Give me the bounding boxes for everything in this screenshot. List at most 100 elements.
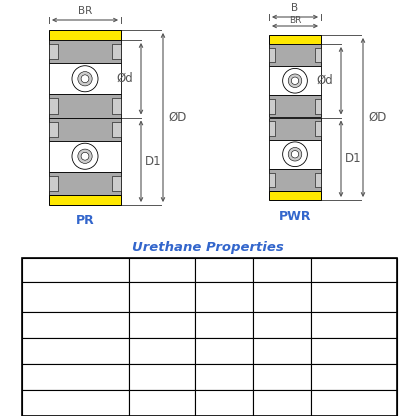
Text: B: B: [292, 3, 299, 13]
Bar: [129, 364, 195, 390]
Bar: [22, 364, 129, 390]
Bar: [311, 258, 397, 282]
Bar: [129, 390, 195, 416]
Bar: [269, 173, 275, 187]
Text: Elastic
Repulsion %: Elastic Repulsion %: [47, 393, 103, 413]
Bar: [269, 139, 321, 169]
Bar: [269, 35, 321, 44]
Text: Polyether: Polyether: [226, 265, 279, 275]
Bar: [112, 44, 121, 59]
Text: HS90: HS90: [268, 292, 295, 302]
Bar: [195, 390, 253, 416]
Text: D1: D1: [145, 155, 162, 168]
Bar: [311, 312, 397, 338]
Bar: [49, 30, 121, 40]
Bar: [22, 282, 129, 312]
Bar: [49, 117, 121, 141]
Text: PR: PR: [76, 215, 94, 228]
Circle shape: [288, 74, 302, 87]
Bar: [129, 338, 195, 364]
Text: D1: D1: [345, 152, 362, 165]
Bar: [311, 338, 397, 364]
Bar: [49, 99, 58, 114]
Text: 50: 50: [347, 398, 360, 408]
Text: 675: 675: [152, 372, 172, 382]
Text: ØD: ØD: [368, 111, 386, 124]
Text: ØD: ØD: [168, 111, 186, 124]
Bar: [49, 176, 58, 191]
Bar: [22, 258, 129, 282]
Bar: [49, 63, 121, 94]
Bar: [311, 390, 397, 416]
Text: 200: 200: [152, 320, 171, 330]
Text: 38: 38: [155, 398, 168, 408]
Circle shape: [282, 68, 307, 93]
Bar: [49, 40, 121, 63]
Text: Urethane Properties: Urethane Properties: [132, 242, 284, 255]
Circle shape: [288, 147, 302, 161]
Bar: [22, 312, 129, 338]
Text: Ød: Ød: [316, 74, 333, 87]
Bar: [315, 99, 321, 114]
Bar: [195, 364, 253, 390]
Circle shape: [81, 152, 89, 160]
Bar: [315, 48, 321, 62]
Text: Adipete: Adipete: [332, 265, 375, 275]
Text: 78: 78: [217, 398, 230, 408]
Bar: [49, 195, 121, 205]
Text: Polyester: Polyester: [136, 265, 188, 275]
Bar: [269, 169, 321, 191]
Text: 238: 238: [214, 320, 233, 330]
Bar: [112, 176, 121, 191]
Bar: [269, 121, 275, 136]
Text: Tear Strength
(kgf/cm): Tear Strength (kgf/cm): [45, 341, 106, 361]
Text: PWR: PWR: [279, 210, 311, 223]
Bar: [49, 94, 121, 117]
Bar: [269, 48, 275, 62]
Text: Elongation %
at normal temp: Elongation % at normal temp: [40, 367, 111, 387]
Text: Properties: Properties: [47, 265, 104, 275]
Bar: [22, 390, 129, 416]
Text: BR: BR: [289, 16, 301, 25]
Bar: [269, 44, 321, 66]
Bar: [269, 117, 321, 139]
Text: HS90: HS90: [340, 292, 368, 302]
Circle shape: [291, 77, 299, 84]
Text: 55: 55: [275, 398, 288, 408]
Bar: [195, 282, 253, 312]
Circle shape: [78, 149, 92, 163]
Bar: [129, 282, 195, 312]
Text: Hardness
(JIS-A): Hardness (JIS-A): [54, 287, 97, 307]
Bar: [195, 338, 253, 364]
Text: HS58: HS58: [210, 292, 238, 302]
Bar: [129, 312, 195, 338]
Bar: [269, 95, 321, 117]
Bar: [315, 173, 321, 187]
Bar: [22, 338, 129, 364]
Text: BR: BR: [78, 6, 92, 16]
Circle shape: [291, 151, 299, 158]
Bar: [269, 99, 275, 114]
Text: HS55: HS55: [148, 292, 176, 302]
Text: Tensile Strength
(kgf/cm²): Tensile Strength (kgf/cm²): [39, 315, 112, 335]
Bar: [112, 99, 121, 114]
Circle shape: [72, 66, 98, 92]
Bar: [195, 312, 253, 338]
Bar: [195, 258, 253, 282]
Bar: [112, 122, 121, 137]
Circle shape: [282, 142, 307, 166]
Bar: [315, 121, 321, 136]
Bar: [22, 258, 397, 416]
Text: Ød: Ød: [116, 72, 133, 85]
Bar: [311, 282, 397, 312]
Text: 35: 35: [155, 346, 168, 356]
Bar: [253, 258, 311, 282]
Bar: [49, 122, 58, 137]
Bar: [49, 172, 121, 195]
Circle shape: [81, 75, 89, 83]
Text: 100: 100: [344, 346, 364, 356]
Bar: [253, 390, 311, 416]
Bar: [253, 312, 311, 338]
Bar: [269, 191, 321, 200]
Bar: [49, 44, 58, 59]
